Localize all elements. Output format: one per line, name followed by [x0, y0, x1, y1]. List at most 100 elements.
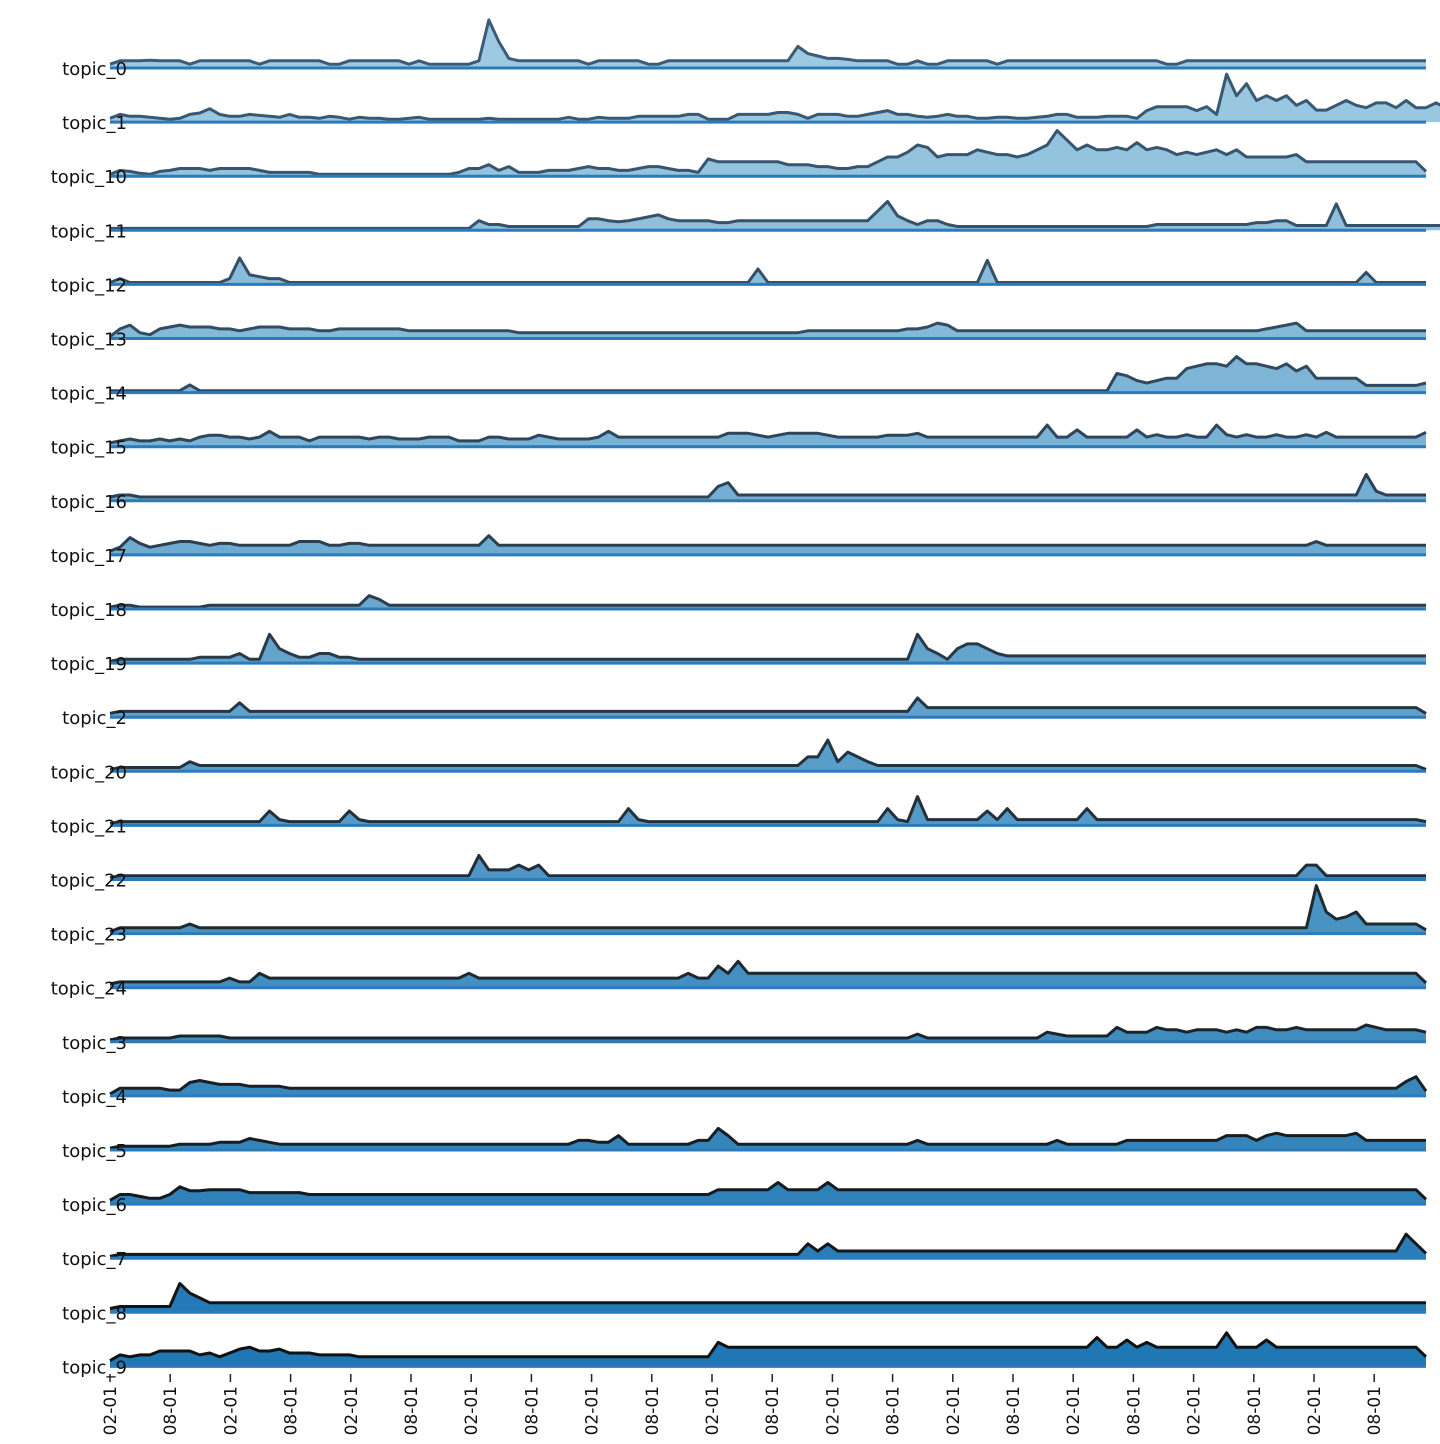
- ridge-topic_3: topic_3: [62, 1023, 1427, 1054]
- ridge-topic_9: topic_9: [62, 1331, 1428, 1378]
- ridge-topic_4: topic_4: [62, 1075, 1428, 1108]
- ridge-line-topic_20: [109, 738, 1427, 771]
- ridge-line-topic_8: [109, 1282, 1426, 1310]
- ridge-area-topic_19: [110, 634, 1426, 664]
- ridge-label-topic_4: topic_4: [62, 1087, 127, 1108]
- ridge-topic_8: topic_8: [62, 1282, 1426, 1324]
- ridge-area-topic_5: [110, 1128, 1426, 1150]
- ridge-area-topic_4: [110, 1076, 1426, 1096]
- ridge-topic_10: topic_10: [51, 129, 1428, 188]
- ridge-label-topic_3: topic_3: [62, 1033, 127, 1054]
- x-tick-label: 08-01: [884, 1386, 904, 1435]
- ridge-line-topic_19: [109, 632, 1426, 663]
- x-tick-label: 08-01: [1245, 1386, 1265, 1435]
- ridge-line-topic_4: [109, 1075, 1428, 1096]
- ridge-line-topic_12: [109, 256, 1426, 284]
- ridge-label-topic_12: topic_12: [51, 275, 127, 296]
- ridge-line-topic_6: [109, 1181, 1428, 1202]
- ridge-topic_11: topic_11: [51, 200, 1440, 242]
- ridge-label-topic_17: topic_17: [51, 546, 127, 567]
- ridge-area-topic_8: [110, 1283, 1426, 1313]
- ridge-label-topic_13: topic_13: [51, 330, 127, 351]
- x-tick-label: 08-01: [1124, 1386, 1144, 1435]
- ridge-topic_12: topic_12: [51, 256, 1426, 296]
- ridge-line-topic_14: [110, 355, 1427, 393]
- ridge-topic_1: topic_1: [62, 72, 1440, 134]
- ridge-label-topic_21: topic_21: [51, 816, 127, 837]
- ridge-line-topic_13: [109, 321, 1426, 338]
- ridge-area-topic_6: [110, 1182, 1426, 1205]
- ridge-label-topic_14: topic_14: [51, 384, 127, 405]
- ridge-label-topic_11: topic_11: [51, 221, 127, 242]
- ridge-line-topic_10: [109, 129, 1428, 176]
- x-tick-label: 08-01: [161, 1386, 181, 1435]
- ridge-area-topic_15: [110, 425, 1426, 447]
- ridge-area-topic_10: [110, 130, 1426, 177]
- ridge-area-topic_13: [110, 323, 1426, 339]
- ridge-topic_22: topic_22: [51, 854, 1426, 892]
- ridge-label-topic_16: topic_16: [51, 492, 127, 513]
- ridge-line-topic_1: [109, 72, 1440, 121]
- x-tick-label: 02-01: [1185, 1386, 1205, 1435]
- ridge-area-topic_18: [110, 595, 1426, 609]
- ridges-group: topic_0 topic_1 topic_10 topic_11 topic_12to…: [51, 18, 1440, 1378]
- ridge-area-topic_14: [110, 356, 1426, 393]
- ridge-area-topic_20: [110, 740, 1426, 772]
- ridge-topic_2: topic_2: [62, 696, 1427, 729]
- ridge-label-topic_7: topic_7: [62, 1249, 127, 1270]
- x-tick-label: 08-01: [643, 1386, 663, 1435]
- x-tick-label: 08-01: [763, 1386, 783, 1435]
- ridge-area-topic_11: [110, 201, 1440, 231]
- ridge-line-topic_17: [109, 534, 1426, 553]
- x-tick-label: 02-01: [342, 1386, 362, 1435]
- ridge-line-topic_2: [109, 696, 1427, 715]
- ridge-label-topic_1: topic_1: [62, 113, 127, 134]
- ridge-line-topic_15: [109, 423, 1427, 445]
- ridge-label-topic_10: topic_10: [51, 167, 127, 188]
- ridge-label-topic_22: topic_22: [51, 871, 127, 892]
- ridge-topic_17: topic_17: [51, 534, 1426, 567]
- x-tick-label: 02-01: [1305, 1386, 1325, 1435]
- ridge-topic_15: topic_15: [51, 423, 1427, 459]
- ridge-label-topic_19: topic_19: [51, 654, 127, 675]
- ridge-label-topic_23: topic_23: [51, 925, 127, 946]
- ridge-topic_6: topic_6: [62, 1181, 1428, 1216]
- ridge-area-topic_0: [110, 20, 1426, 68]
- ridge-line-topic_16: [109, 472, 1426, 499]
- ridge-topic_0: topic_0: [62, 18, 1426, 80]
- ridge-area-topic_12: [110, 258, 1426, 285]
- ridge-line-topic_18: [109, 594, 1426, 609]
- x-tick-label: 02-01: [583, 1386, 603, 1435]
- x-tick-label: 08-01: [282, 1386, 302, 1435]
- ridge-label-topic_5: topic_5: [62, 1141, 127, 1162]
- x-tick-label: 02-01: [1064, 1386, 1084, 1435]
- ridge-label-topic_2: topic_2: [62, 708, 127, 729]
- ridge-line-topic_0: [109, 18, 1426, 66]
- ridge-topic_23: topic_23: [51, 884, 1427, 946]
- x-tick-label: 02-01: [823, 1386, 843, 1435]
- ridge-topic_13: topic_13: [51, 321, 1426, 351]
- ridge-area-topic_3: [110, 1025, 1426, 1042]
- x-tick-label: 08-01: [522, 1386, 542, 1435]
- ridge-line-topic_24: [109, 959, 1428, 986]
- ridge-topic_19: topic_19: [51, 632, 1426, 675]
- ridge-line-topic_23: [109, 884, 1427, 934]
- ridge-line-topic_5: [109, 1126, 1426, 1150]
- x-tick-label: 02-01: [944, 1386, 964, 1435]
- ridge-label-topic_0: topic_0: [62, 59, 127, 80]
- ridge-topic_14: topic_14: [51, 355, 1427, 405]
- x-tick-label: 08-01: [1004, 1386, 1024, 1435]
- ridge-label-topic_9: topic_9: [62, 1357, 127, 1378]
- ridge-topic_7: topic_7: [62, 1232, 1428, 1270]
- ridge-line-topic_7: [109, 1232, 1428, 1258]
- ridge-line-topic_3: [109, 1023, 1427, 1042]
- ridge-topic_5: topic_5: [62, 1126, 1426, 1162]
- ridge-line-topic_9: [109, 1331, 1428, 1362]
- x-tick-label: 02-01: [462, 1386, 482, 1435]
- ridge-topic_16: topic_16: [51, 472, 1426, 513]
- ridge-topic_20: topic_20: [51, 738, 1427, 783]
- ridge-label-topic_20: topic_20: [51, 762, 127, 783]
- ridge-line-topic_22: [109, 854, 1426, 880]
